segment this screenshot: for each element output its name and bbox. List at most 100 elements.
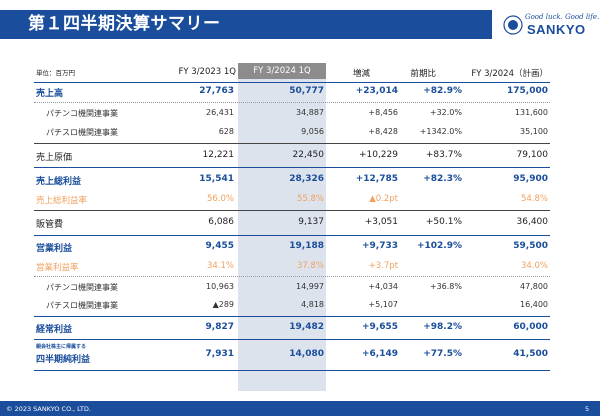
cell: 14,080 xyxy=(289,349,324,359)
row-label: 売上総利益 xyxy=(36,177,82,187)
cell: +77.5% xyxy=(423,349,462,359)
cell: 37.8% xyxy=(296,261,324,271)
cell: +6,149 xyxy=(361,349,398,359)
cell: 4,818 xyxy=(301,300,324,309)
cell: +3.7pt xyxy=(368,261,398,271)
cell: 95,900 xyxy=(513,174,548,184)
cell: +4,034 xyxy=(368,282,398,291)
cell: +1342.0% xyxy=(419,127,462,136)
cell: +12,785 xyxy=(355,174,398,184)
cell: +82.9% xyxy=(423,86,462,96)
title-bar xyxy=(0,10,492,39)
sankyo-logo: Good luck. Good life. SANKYO xyxy=(503,13,599,39)
cell: 131,600 xyxy=(514,108,548,117)
cell: +5,107 xyxy=(368,300,398,309)
rule xyxy=(34,316,550,317)
table-header: 単位：百万円 FY 3/2023 1Q FY 3/2024 1Q 増減 前期比 … xyxy=(34,63,550,83)
row-label: 営業利益 xyxy=(36,244,73,254)
cell: 36,400 xyxy=(516,217,549,227)
table-row: 親会社株主に帰属する 四半期純利益 7,931 14,080 +6,149 +7… xyxy=(34,343,550,369)
rule xyxy=(34,82,550,83)
cell: +50.1% xyxy=(425,217,462,227)
logo-tagline: Good luck. Good life. xyxy=(525,13,600,21)
cell: +9,733 xyxy=(361,241,398,251)
row-label: パチンコ機関連事業 xyxy=(46,109,118,118)
row-label-prefix: 親会社株主に帰属する xyxy=(36,344,87,350)
row-label: 売上総利益率 xyxy=(36,196,88,206)
rule xyxy=(34,276,550,277)
cell: +10,229 xyxy=(358,150,398,160)
cell: 175,000 xyxy=(507,86,548,96)
highlight-column xyxy=(238,63,326,391)
rule xyxy=(34,102,550,103)
cell: +102.9% xyxy=(416,241,462,251)
cell: 22,450 xyxy=(292,150,325,160)
cell: 628 xyxy=(218,127,234,136)
cell: 6,086 xyxy=(208,217,234,227)
row-label: 四半期純利益 xyxy=(36,355,91,365)
cell: 9,455 xyxy=(205,241,234,251)
cell: 35,100 xyxy=(520,127,548,136)
copyright: © 2023 SANKYO CO., LTD. xyxy=(6,405,91,413)
cell: +8,456 xyxy=(368,108,398,117)
cell: +23,014 xyxy=(355,86,398,96)
cell: 9,056 xyxy=(301,127,324,136)
cell: 9,827 xyxy=(205,322,234,332)
cell: 55.8% xyxy=(296,194,324,204)
col-change: 増減 xyxy=(352,69,370,79)
col-fy2023-1q: FY 3/2023 1Q xyxy=(178,67,237,77)
col-plan: FY 3/2024（計画） xyxy=(471,69,548,79)
rule xyxy=(34,235,550,236)
rule xyxy=(34,143,550,144)
cell: 10,963 xyxy=(206,282,234,291)
logo-emblem-icon xyxy=(503,15,523,35)
cell: +82.3% xyxy=(423,174,462,184)
rule xyxy=(34,339,550,340)
cell: +83.7% xyxy=(425,150,462,160)
unit-label: 単位：百万円 xyxy=(36,69,75,77)
rule xyxy=(34,370,550,371)
cell: 54.8% xyxy=(520,194,548,204)
row-label: 売上原価 xyxy=(36,153,73,163)
footer-bar xyxy=(0,401,600,416)
logo-wordmark: SANKYO xyxy=(527,22,586,37)
cell: 27,763 xyxy=(199,86,234,96)
cell: 16,400 xyxy=(520,300,548,309)
cell: +3,051 xyxy=(364,217,398,227)
cell: 41,500 xyxy=(513,349,548,359)
cell: 47,800 xyxy=(520,282,548,291)
row-label: パチンコ機関連事業 xyxy=(46,283,118,292)
row-label: パチスロ機関連事業 xyxy=(46,301,118,310)
col-yoy: 前期比 xyxy=(410,69,436,79)
cell: ▲0.2pt xyxy=(369,194,398,204)
cell: 79,100 xyxy=(516,150,549,160)
rule xyxy=(34,167,550,168)
cell: +9,655 xyxy=(361,322,398,332)
cell: 60,000 xyxy=(513,322,548,332)
cell: 34.1% xyxy=(206,261,234,271)
page-title: 第１四半期決算サマリー xyxy=(28,14,221,34)
cell: +32.0% xyxy=(429,108,462,117)
cell: 34.0% xyxy=(520,261,548,271)
row-label: 経常利益 xyxy=(36,325,73,335)
cell: 59,500 xyxy=(513,241,548,251)
cell: 12,221 xyxy=(202,150,235,160)
cell: +98.2% xyxy=(423,322,462,332)
page-number: 5 xyxy=(585,405,590,413)
cell: 9,137 xyxy=(298,217,324,227)
cell: 28,326 xyxy=(289,174,324,184)
cell: ▲289 xyxy=(212,300,234,309)
row-label: 営業利益率 xyxy=(36,263,79,273)
col-fy2024-1q: FY 3/2024 1Q xyxy=(238,63,326,79)
cell: +36.8% xyxy=(429,282,462,291)
row-label: 売上高 xyxy=(36,89,64,99)
cell: 14,997 xyxy=(296,282,324,291)
cell: +8,428 xyxy=(368,127,398,136)
cell: 7,931 xyxy=(205,349,234,359)
row-label: 販管費 xyxy=(36,220,64,230)
rule xyxy=(34,210,550,211)
cell: 34,887 xyxy=(296,108,324,117)
cell: 56.0% xyxy=(206,194,234,204)
cell: 26,431 xyxy=(206,108,234,117)
cell: 15,541 xyxy=(199,174,234,184)
